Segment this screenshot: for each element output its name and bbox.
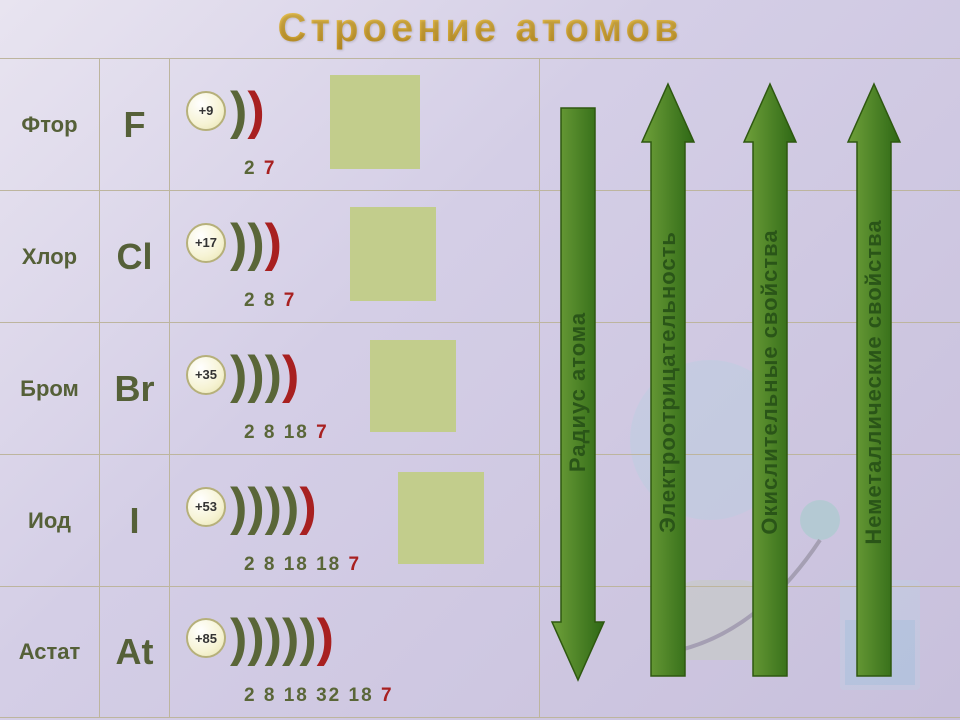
page-title: Строение атомов	[0, 0, 960, 55]
atom-structure: +35)))) 2 8 18 7	[170, 323, 540, 454]
electron-shells: )))))	[230, 481, 317, 533]
element-symbol: I	[100, 455, 170, 586]
arrow-up: Неметаллические свойства	[846, 82, 902, 682]
electron-config: 2 7	[244, 158, 276, 180]
element-symbol: F	[100, 59, 170, 190]
element-name: Хлор	[0, 191, 100, 322]
arrow-up: Электроотрицательность	[640, 82, 696, 682]
nucleus: +85	[186, 618, 226, 658]
element-symbol: At	[100, 587, 170, 717]
element-name: Фтор	[0, 59, 100, 190]
electron-config: 2 8 18 7	[244, 422, 329, 444]
electron-shells: ))	[230, 85, 265, 137]
nucleus: +17	[186, 223, 226, 263]
element-symbol: Cl	[100, 191, 170, 322]
element-name: Иод	[0, 455, 100, 586]
atom-structure: +85)))))) 2 8 18 32 18 7	[170, 587, 540, 717]
atom-structure: +53))))) 2 8 18 18 7	[170, 455, 540, 586]
arrow-label: Окислительные свойства	[757, 229, 783, 534]
arrows-container: Радиус атома Электроотрицательность Окис…	[550, 72, 950, 712]
arrow-label: Электроотрицательность	[655, 231, 681, 533]
nucleus: +35	[186, 355, 226, 395]
arrow-label: Неметаллические свойства	[861, 219, 887, 544]
electron-config: 2 8 18 32 18 7	[244, 685, 394, 707]
arrow-up: Окислительные свойства	[742, 82, 798, 682]
electron-config: 2 8 18 18 7	[244, 554, 361, 576]
electron-shells: ))))))	[230, 612, 334, 664]
arrow-down: Радиус атома	[550, 102, 606, 682]
arrow-label: Радиус атома	[565, 312, 591, 472]
electron-config: 2 8 7	[244, 290, 296, 312]
element-name: Бром	[0, 323, 100, 454]
electron-shells: )))	[230, 217, 282, 269]
atom-structure: +17))) 2 8 7	[170, 191, 540, 322]
atom-structure: +9)) 2 7	[170, 59, 540, 190]
electron-shells: ))))	[230, 349, 299, 401]
nucleus: +53	[186, 487, 226, 527]
nucleus: +9	[186, 91, 226, 131]
element-symbol: Br	[100, 323, 170, 454]
element-name: Астат	[0, 587, 100, 717]
